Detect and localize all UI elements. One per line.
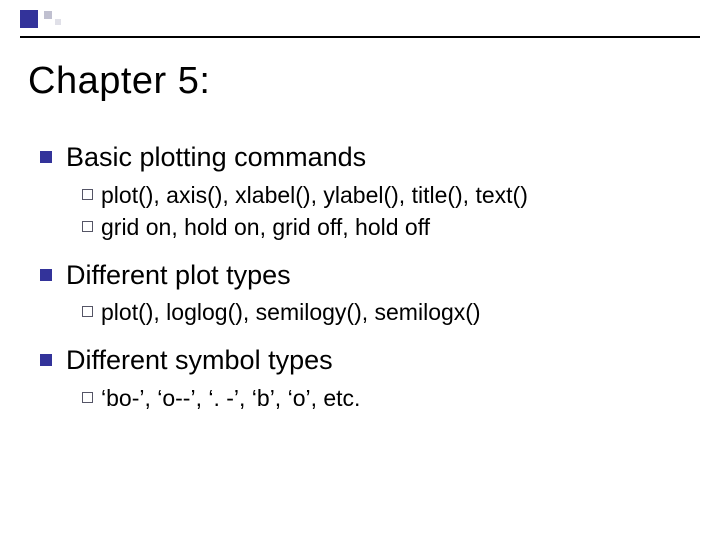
deco-square-small-1 (44, 11, 52, 19)
list-item: grid on, hold on, grid off, hold off (82, 213, 692, 243)
bullet-filled-icon (40, 151, 52, 163)
list-item-text: plot(), axis(), xlabel(), ylabel(), titl… (101, 181, 528, 211)
list-item-text: plot(), loglog(), semilogy(), semilogx() (101, 298, 481, 328)
section-heading-text: Basic plotting commands (66, 141, 366, 175)
list-item: plot(), loglog(), semilogy(), semilogx() (82, 298, 692, 328)
bullet-hollow-icon (82, 306, 93, 317)
section-heading: Different plot types (40, 259, 692, 293)
slide-divider-line (20, 36, 700, 38)
slide-decoration (20, 10, 61, 28)
slide-title: Chapter 5: (28, 60, 692, 103)
list-item: ‘bo-’, ‘o--’, ‘. -’, ‘b’, ‘o’, etc. (82, 384, 692, 414)
bullet-hollow-icon (82, 189, 93, 200)
section-heading-text: Different symbol types (66, 344, 333, 378)
section-heading: Basic plotting commands (40, 141, 692, 175)
bullet-hollow-icon (82, 221, 93, 232)
section-heading: Different symbol types (40, 344, 692, 378)
list-item-text: ‘bo-’, ‘o--’, ‘. -’, ‘b’, ‘o’, etc. (101, 384, 360, 414)
deco-square-large (20, 10, 38, 28)
list-item-text: grid on, hold on, grid off, hold off (101, 213, 430, 243)
bullet-hollow-icon (82, 392, 93, 403)
section-heading-text: Different plot types (66, 259, 291, 293)
slide-content: Chapter 5: Basic plotting commands plot(… (28, 60, 692, 416)
list-item: plot(), axis(), xlabel(), ylabel(), titl… (82, 181, 692, 211)
bullet-filled-icon (40, 354, 52, 366)
bullet-filled-icon (40, 269, 52, 281)
deco-square-small-2 (55, 19, 61, 25)
